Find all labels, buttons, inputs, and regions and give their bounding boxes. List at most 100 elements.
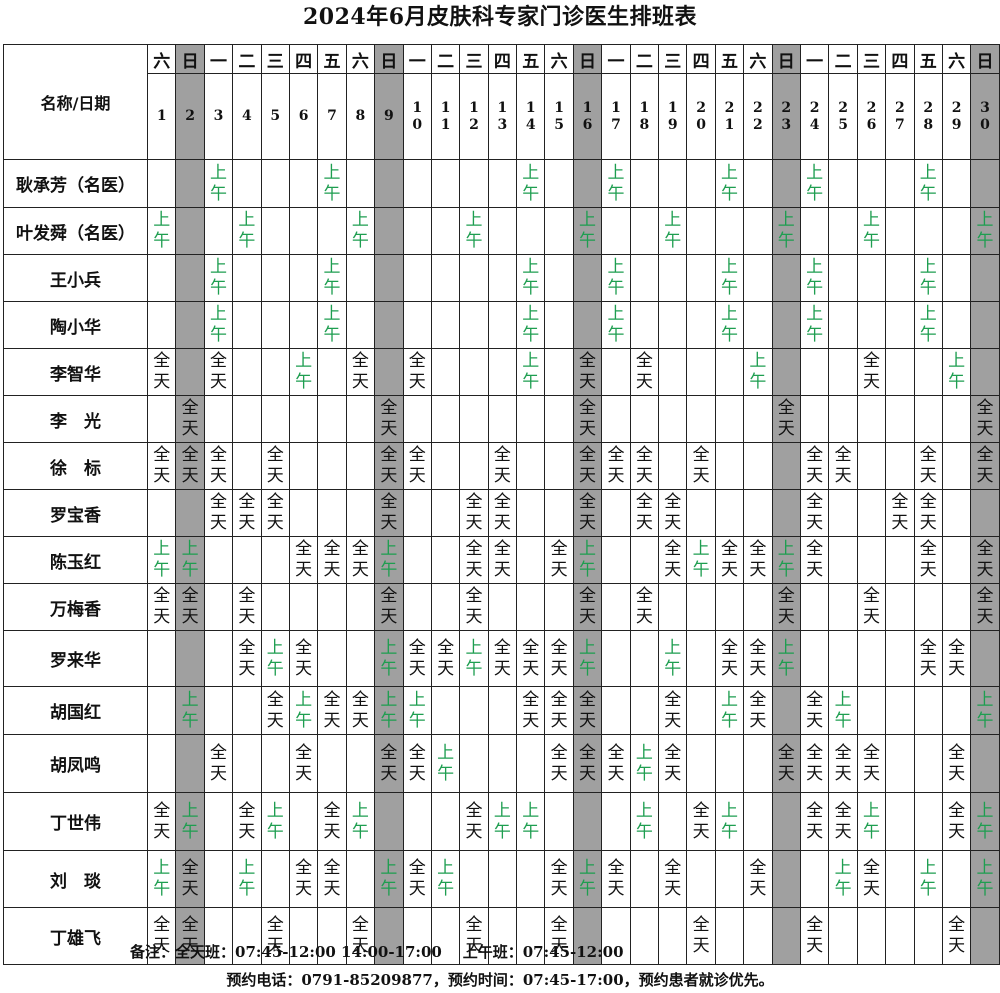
shift-empty	[288, 207, 319, 255]
shift-empty	[941, 395, 972, 443]
date-header: 25	[828, 73, 858, 160]
shift-full-day: 全天	[799, 792, 830, 851]
shift-empty	[941, 442, 972, 490]
doctor-row: 万梅香全天全天全天全天全天全天全天全天全天全天	[3, 583, 1000, 631]
shift-full-day: 全天	[459, 536, 489, 584]
date-header: 29	[941, 73, 972, 160]
date-header: 28	[913, 73, 943, 160]
shift-empty	[913, 348, 943, 396]
shift-empty	[203, 583, 234, 631]
shift-empty	[288, 254, 319, 302]
weekday-header: 五	[913, 44, 943, 74]
shift-empty	[288, 583, 319, 631]
doctor-row: 王小兵 上午 上午 上午 上午 上午 上午 上午	[3, 254, 1000, 302]
shift-full-day: 全天	[544, 686, 574, 735]
shift-morning: 上午	[288, 686, 319, 735]
shift-empty	[629, 254, 660, 302]
shift-empty	[544, 207, 574, 255]
shift-empty	[856, 395, 887, 443]
date-header: 14	[516, 73, 546, 160]
shift-empty	[459, 734, 489, 793]
shift-empty	[601, 686, 631, 735]
shift-empty	[601, 395, 631, 443]
shift-full-day: 全天	[459, 907, 489, 965]
shift-empty	[146, 734, 177, 793]
shift-full-day: 全天	[402, 850, 432, 908]
shift-empty	[799, 630, 830, 687]
shift-empty	[317, 348, 347, 396]
shift-empty	[402, 489, 432, 537]
shift-morning: 上午	[232, 850, 262, 908]
shift-full-day: 全天	[175, 442, 205, 490]
shift-empty	[459, 395, 489, 443]
shift-empty	[430, 536, 461, 584]
shift-empty	[913, 792, 943, 851]
shift-full-day: 全天	[771, 583, 801, 631]
shift-full-day: 全天	[260, 686, 290, 735]
shift-empty	[516, 489, 546, 537]
shift-empty	[714, 850, 745, 908]
shift-full-day: 全天	[601, 734, 631, 793]
shift-empty	[430, 489, 461, 537]
shift-empty	[686, 301, 716, 349]
shift-full-day: 全天	[686, 907, 716, 965]
shift-empty	[686, 630, 716, 687]
shift-empty	[913, 907, 943, 965]
shift-full-day: 全天	[345, 686, 376, 735]
shift-morning: 上午	[601, 301, 631, 349]
shift-full-day: 全天	[260, 489, 290, 537]
shift-full-day: 全天	[544, 907, 574, 965]
shift-full-day: 全天	[743, 630, 773, 687]
shift-empty	[459, 442, 489, 490]
doctor-name: 李智华	[3, 348, 148, 396]
shift-full-day: 全天	[232, 792, 262, 851]
weekday-header: 六	[743, 44, 773, 74]
shift-empty	[430, 792, 461, 851]
weekday-header: 日	[970, 44, 1000, 74]
shift-full-day: 全天	[629, 489, 660, 537]
shift-morning: 上午	[175, 686, 205, 735]
doctor-name: 丁雄飞	[3, 907, 148, 965]
weekday-header: 三	[260, 44, 290, 74]
shift-empty	[260, 536, 290, 584]
weekday-header: 六	[345, 44, 376, 74]
shift-full-day: 全天	[572, 686, 603, 735]
shift-full-day: 全天	[175, 583, 205, 631]
shift-empty	[686, 583, 716, 631]
shift-empty	[430, 159, 461, 208]
date-header: 20	[686, 73, 716, 160]
shift-empty	[970, 489, 1000, 537]
shift-full-day: 全天	[288, 850, 319, 908]
shift-morning: 上午	[714, 686, 745, 735]
note-am-shift: 上午班：07:45-12:00	[462, 943, 624, 961]
shift-empty	[487, 907, 518, 965]
doctor-row: 丁雄飞全天全天全天全天全天全天全天全天全天	[3, 907, 1000, 965]
shift-empty	[828, 348, 858, 396]
date-header: 2	[175, 73, 205, 160]
date-header: 23	[771, 73, 801, 160]
weekday-header: 二	[828, 44, 858, 74]
shift-empty	[430, 207, 461, 255]
shift-empty	[714, 207, 745, 255]
shift-empty	[146, 254, 177, 302]
shift-empty	[317, 583, 347, 631]
shift-empty	[743, 207, 773, 255]
shift-empty	[516, 442, 546, 490]
shift-empty	[288, 792, 319, 851]
shift-full-day: 全天	[686, 792, 716, 851]
shift-empty	[459, 686, 489, 735]
shift-empty	[828, 159, 858, 208]
shift-morning: 上午	[686, 536, 716, 584]
shift-empty	[885, 301, 915, 349]
shift-morning: 上午	[970, 792, 1000, 851]
shift-empty	[402, 159, 432, 208]
shift-empty	[743, 583, 773, 631]
shift-morning: 上午	[374, 630, 404, 687]
shift-empty	[288, 442, 319, 490]
shift-empty	[430, 395, 461, 443]
shift-empty	[629, 536, 660, 584]
shift-empty	[175, 207, 205, 255]
shift-empty	[516, 395, 546, 443]
shift-empty	[146, 686, 177, 735]
shift-full-day: 全天	[856, 850, 887, 908]
